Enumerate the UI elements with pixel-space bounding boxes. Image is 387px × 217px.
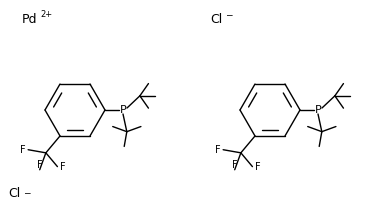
Text: −: − xyxy=(23,188,31,197)
Text: P: P xyxy=(315,105,321,115)
Text: 2+: 2+ xyxy=(40,10,52,19)
Text: F: F xyxy=(215,145,221,155)
Text: F: F xyxy=(21,145,26,155)
Text: F: F xyxy=(37,160,43,170)
Text: F: F xyxy=(255,162,260,172)
Text: −: − xyxy=(225,10,233,19)
Text: Pd: Pd xyxy=(22,13,38,26)
Text: Cl: Cl xyxy=(8,187,20,200)
Text: Cl: Cl xyxy=(210,13,222,26)
Text: F: F xyxy=(60,162,65,172)
Text: F: F xyxy=(232,160,238,170)
Text: P: P xyxy=(120,105,127,115)
